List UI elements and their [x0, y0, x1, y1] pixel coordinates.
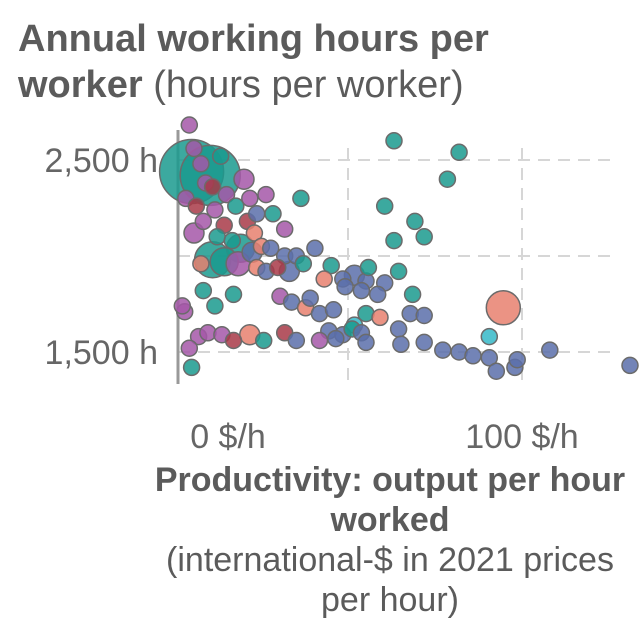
data-point[interactable] — [415, 228, 433, 246]
x-tick-label: 0 $/h — [190, 418, 266, 456]
data-point[interactable] — [194, 281, 213, 300]
data-point[interactable] — [487, 362, 506, 380]
x-tick-label: 100 $/h — [465, 418, 578, 456]
data-point[interactable] — [187, 197, 206, 215]
data-point[interactable] — [389, 262, 408, 281]
data-point[interactable] — [621, 356, 639, 375]
data-point[interactable] — [217, 185, 236, 204]
data-point[interactable] — [434, 341, 452, 359]
y-tick-label: 2,500 h — [45, 142, 158, 180]
data-point[interactable] — [261, 239, 280, 258]
data-point[interactable] — [464, 347, 482, 365]
data-point[interactable] — [211, 147, 230, 165]
data-point[interactable] — [541, 341, 559, 359]
data-point[interactable] — [185, 139, 203, 158]
data-point[interactable] — [208, 228, 226, 246]
data-point[interactable] — [180, 339, 199, 357]
data-point[interactable] — [294, 254, 313, 273]
data-point[interactable] — [223, 231, 242, 250]
data-point[interactable] — [233, 168, 255, 190]
data-point[interactable] — [438, 170, 457, 188]
data-point[interactable] — [192, 254, 210, 273]
data-point[interactable] — [406, 212, 424, 231]
data-point[interactable] — [315, 270, 333, 288]
chart-title-unit: (hours per worker) — [153, 64, 464, 106]
data-point[interactable] — [206, 201, 224, 219]
data-point[interactable] — [480, 349, 499, 367]
data-points — [158, 116, 639, 380]
data-point[interactable] — [275, 220, 294, 238]
data-point[interactable] — [182, 358, 201, 377]
data-point[interactable] — [180, 116, 199, 134]
y-tick-labels: 1,500 h 2,500 h — [45, 142, 158, 372]
data-point[interactable] — [357, 333, 375, 352]
data-point[interactable] — [403, 285, 422, 304]
data-point[interactable] — [485, 290, 522, 326]
data-point[interactable] — [310, 331, 329, 350]
data-point[interactable] — [306, 239, 324, 258]
data-point[interactable] — [206, 297, 224, 315]
y-tick-label: 1,500 h — [45, 334, 158, 372]
data-point[interactable] — [450, 143, 468, 162]
data-point[interactable] — [203, 178, 222, 196]
data-point[interactable] — [324, 301, 343, 319]
data-point[interactable] — [245, 224, 264, 242]
data-point[interactable] — [224, 285, 243, 304]
x-axis-label-main: Productivity: output per hour worked — [154, 461, 626, 539]
data-point[interactable] — [415, 333, 433, 352]
data-point[interactable] — [227, 197, 245, 215]
data-point[interactable] — [322, 256, 340, 275]
data-point[interactable] — [194, 212, 213, 231]
chart-title-main: Annual working hours per worker — [18, 18, 489, 106]
data-point[interactable] — [254, 331, 273, 350]
x-axis-label: Productivity: output per hour worked (in… — [150, 460, 630, 620]
data-point[interactable] — [241, 189, 259, 208]
data-point[interactable] — [301, 289, 319, 307]
data-point[interactable] — [375, 197, 394, 215]
data-point[interactable] — [385, 132, 403, 150]
data-point[interactable] — [359, 258, 378, 277]
data-point[interactable] — [173, 297, 192, 315]
data-point[interactable] — [385, 231, 403, 250]
data-point[interactable] — [247, 205, 266, 223]
x-axis-label-unit: (international-$ in 2021 prices per hour… — [166, 541, 614, 619]
data-point[interactable] — [389, 320, 408, 338]
data-point[interactable] — [264, 205, 282, 223]
data-point[interactable] — [508, 350, 526, 369]
data-point[interactable] — [192, 155, 210, 173]
data-point[interactable] — [327, 329, 345, 348]
data-point[interactable] — [415, 306, 433, 325]
chart-title: Annual working hours per worker (hours p… — [18, 16, 618, 108]
data-point[interactable] — [336, 277, 354, 296]
data-point[interactable] — [368, 285, 387, 304]
data-point[interactable] — [352, 281, 371, 300]
data-point[interactable] — [224, 331, 243, 350]
data-point[interactable] — [480, 327, 499, 346]
data-point[interactable] — [268, 258, 287, 277]
data-point[interactable] — [371, 308, 389, 327]
x-tick-labels: 0 $/h 100 $/h — [190, 418, 579, 456]
data-point[interactable] — [392, 335, 410, 354]
data-point[interactable] — [287, 331, 306, 350]
data-point[interactable] — [257, 185, 275, 204]
data-point[interactable] — [292, 189, 310, 208]
